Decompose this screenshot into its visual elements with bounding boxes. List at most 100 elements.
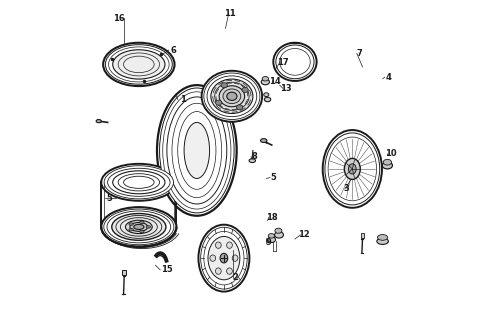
Ellipse shape xyxy=(207,236,239,280)
Ellipse shape xyxy=(226,242,232,248)
Ellipse shape xyxy=(264,97,270,102)
Ellipse shape xyxy=(273,43,316,81)
Bar xyxy=(360,233,363,238)
Ellipse shape xyxy=(232,255,237,261)
Text: 6: 6 xyxy=(170,45,175,55)
Ellipse shape xyxy=(105,45,172,84)
Ellipse shape xyxy=(215,100,221,105)
Ellipse shape xyxy=(107,168,170,196)
Ellipse shape xyxy=(166,97,226,204)
Ellipse shape xyxy=(201,71,262,122)
Ellipse shape xyxy=(215,268,221,274)
Ellipse shape xyxy=(382,159,391,165)
Ellipse shape xyxy=(344,158,360,180)
Ellipse shape xyxy=(118,174,159,191)
Ellipse shape xyxy=(241,87,248,92)
Ellipse shape xyxy=(130,222,147,231)
Ellipse shape xyxy=(129,223,133,225)
Text: 14: 14 xyxy=(269,77,280,86)
Ellipse shape xyxy=(219,86,244,107)
Ellipse shape xyxy=(279,49,310,75)
Ellipse shape xyxy=(159,88,233,213)
Ellipse shape xyxy=(96,120,101,123)
Ellipse shape xyxy=(260,139,267,142)
Ellipse shape xyxy=(226,268,232,274)
Text: 13: 13 xyxy=(280,84,291,93)
Ellipse shape xyxy=(120,218,157,236)
Ellipse shape xyxy=(276,45,314,79)
Text: 16: 16 xyxy=(113,14,124,23)
Ellipse shape xyxy=(184,123,209,179)
Ellipse shape xyxy=(215,242,221,248)
Ellipse shape xyxy=(209,255,215,261)
Ellipse shape xyxy=(226,92,236,100)
Text: 8: 8 xyxy=(251,152,257,161)
Ellipse shape xyxy=(107,211,170,243)
Text: 18: 18 xyxy=(266,213,277,222)
Ellipse shape xyxy=(377,235,387,240)
Text: 17: 17 xyxy=(277,58,288,67)
Ellipse shape xyxy=(101,207,176,247)
Ellipse shape xyxy=(103,43,174,86)
Text: 5: 5 xyxy=(270,173,276,182)
Text: 1: 1 xyxy=(179,95,185,104)
Ellipse shape xyxy=(198,225,249,292)
Ellipse shape xyxy=(129,228,133,231)
Ellipse shape xyxy=(162,92,230,209)
Text: 10: 10 xyxy=(385,149,396,158)
Text: 5: 5 xyxy=(106,194,112,203)
Ellipse shape xyxy=(172,103,221,197)
Ellipse shape xyxy=(104,209,173,245)
Ellipse shape xyxy=(268,237,275,243)
Ellipse shape xyxy=(203,231,243,285)
Text: 11: 11 xyxy=(224,9,235,18)
Ellipse shape xyxy=(348,164,355,174)
Ellipse shape xyxy=(139,230,144,233)
Ellipse shape xyxy=(214,82,248,110)
Ellipse shape xyxy=(261,79,269,85)
Ellipse shape xyxy=(116,215,161,238)
Text: 3: 3 xyxy=(343,184,349,193)
Ellipse shape xyxy=(157,85,236,216)
Ellipse shape xyxy=(219,253,227,263)
Text: 4: 4 xyxy=(384,73,390,82)
Ellipse shape xyxy=(324,133,379,205)
Ellipse shape xyxy=(108,47,169,82)
Ellipse shape xyxy=(222,89,240,104)
Ellipse shape xyxy=(177,112,215,189)
Ellipse shape xyxy=(113,171,165,194)
Ellipse shape xyxy=(123,56,154,73)
Text: 9: 9 xyxy=(265,238,271,247)
Ellipse shape xyxy=(133,224,144,229)
Ellipse shape xyxy=(376,238,388,244)
Ellipse shape xyxy=(203,73,260,120)
Ellipse shape xyxy=(125,220,152,234)
Ellipse shape xyxy=(236,105,242,110)
Ellipse shape xyxy=(275,228,282,233)
Text: 12: 12 xyxy=(297,230,309,239)
Bar xyxy=(122,270,126,275)
Ellipse shape xyxy=(104,166,173,199)
Ellipse shape xyxy=(322,130,381,208)
Ellipse shape xyxy=(263,93,269,97)
Ellipse shape xyxy=(112,213,166,240)
Ellipse shape xyxy=(139,221,144,224)
Ellipse shape xyxy=(200,227,246,289)
Ellipse shape xyxy=(328,137,376,201)
Ellipse shape xyxy=(123,176,154,188)
Ellipse shape xyxy=(220,83,227,88)
Ellipse shape xyxy=(206,76,256,117)
Text: 15: 15 xyxy=(160,265,172,275)
Ellipse shape xyxy=(113,50,165,79)
Ellipse shape xyxy=(268,234,274,238)
Ellipse shape xyxy=(146,226,150,228)
Ellipse shape xyxy=(118,53,159,76)
Ellipse shape xyxy=(262,76,268,81)
Text: 7: 7 xyxy=(356,49,362,58)
Ellipse shape xyxy=(210,79,253,114)
Text: 2: 2 xyxy=(231,273,237,282)
Ellipse shape xyxy=(101,164,176,201)
Ellipse shape xyxy=(248,159,255,163)
Ellipse shape xyxy=(274,232,283,238)
Ellipse shape xyxy=(381,162,392,169)
